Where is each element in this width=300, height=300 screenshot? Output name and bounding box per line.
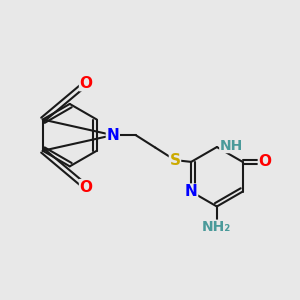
Text: NH: NH (220, 139, 243, 152)
Text: N: N (185, 184, 197, 199)
Text: O: O (258, 154, 272, 169)
Text: NH₂: NH₂ (202, 220, 232, 234)
Text: S: S (169, 153, 181, 168)
Text: N: N (106, 128, 119, 142)
Text: O: O (80, 180, 93, 195)
Text: O: O (80, 76, 93, 91)
